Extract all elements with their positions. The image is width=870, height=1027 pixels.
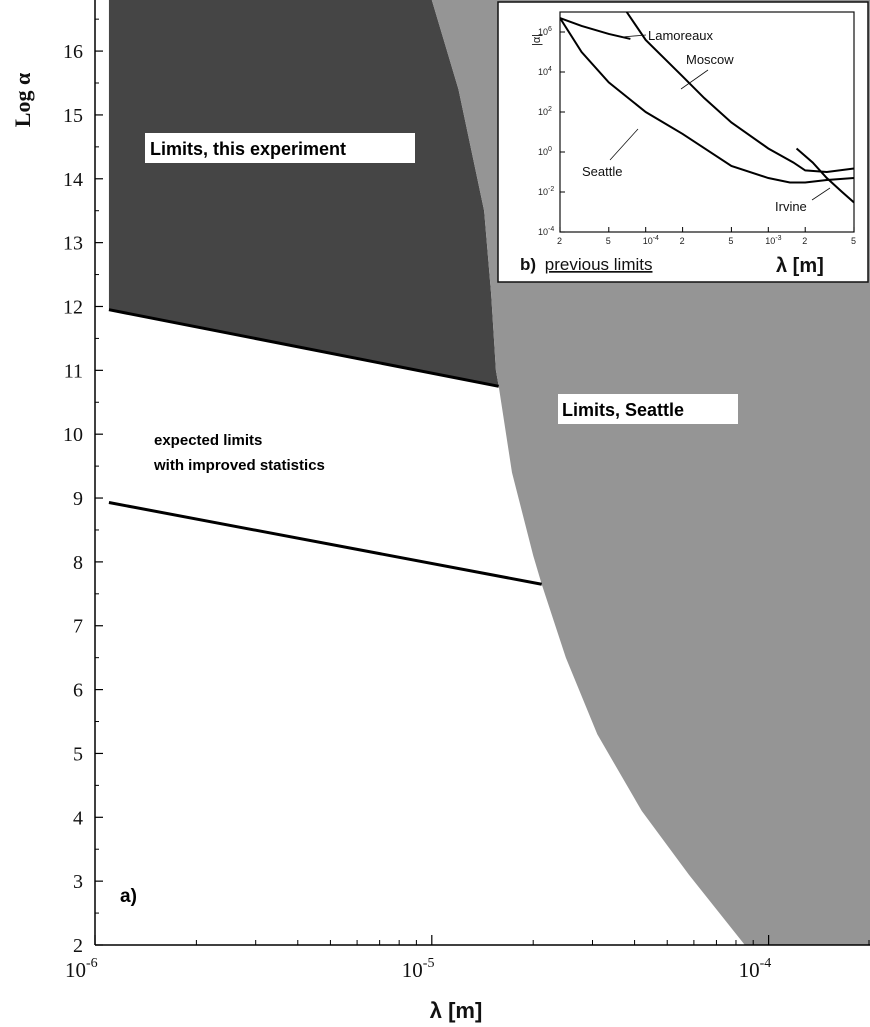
inset-panel-letter: b) <box>520 255 536 274</box>
label-limits-this-experiment-box: Limits, this experiment <box>145 133 415 163</box>
y-tick-label: 5 <box>73 743 83 765</box>
inset-label-irvine: Irvine <box>775 199 807 214</box>
inset-y-tick-label: 106 <box>538 26 552 37</box>
inset-x-tick-label: 2 <box>680 236 685 246</box>
inset-panel-title: previous limits <box>545 255 653 274</box>
inset-x-tick-label: 10-4 <box>643 235 659 246</box>
inset-x-tick-label: 10-3 <box>765 235 781 246</box>
inset-y-tick-label: 104 <box>538 66 552 77</box>
x-tick-label: 10-6 <box>65 956 98 982</box>
y-tick-label: 4 <box>73 807 83 829</box>
inset-y-tick-label: 102 <box>538 106 552 117</box>
main-y-ticks: 2 3 4 5 6 7 8 9 10 11 12 13 14 15 16 <box>63 18 103 957</box>
inset-label-seattle: Seattle <box>582 164 622 179</box>
main-x-label: λ [m] <box>430 998 483 1023</box>
inset-curve-moscow <box>625 12 854 174</box>
inset-x-tick-label: 2 <box>557 236 562 246</box>
y-tick-label: 9 <box>73 488 83 510</box>
inset-x-ticks: 2 5 10-4 2 5 10-3 2 5 <box>557 227 856 246</box>
y-tick-label: 6 <box>73 680 83 702</box>
inset-arrow-lamoreaux <box>621 34 647 38</box>
main-y-label: Log α <box>10 72 35 127</box>
inset-x-tick-label: 5 <box>851 236 856 246</box>
inset-arrow-irvine <box>811 187 831 201</box>
panel-label-a: a) <box>120 886 137 907</box>
inset-y-ticks: 10-4 10-2 100 102 104 106 <box>538 26 565 237</box>
inset-curve-labels: Lamoreaux Moscow Seattle Irvine <box>582 28 831 214</box>
main-x-ticks: 10-6 10-5 10-4 <box>65 935 870 982</box>
annotation-expected-limits-line1: expected limits <box>154 432 262 449</box>
y-tick-label: 12 <box>63 296 83 318</box>
y-tick-label: 3 <box>73 871 83 893</box>
y-tick-label: 11 <box>64 360 83 382</box>
inset-y-tick-label: 10-2 <box>538 186 554 197</box>
inset-plot-frame <box>559 11 855 233</box>
inset-x-label: λ [m] <box>776 255 824 277</box>
inset-arrow-moscow <box>680 69 709 90</box>
inset-curve-irvine <box>795 147 854 204</box>
inset-label-lamoreaux: Lamoreaux <box>648 28 714 43</box>
label-limits-seattle-box: Limits, Seattle <box>558 394 738 424</box>
inset-y-label: |α| <box>531 34 543 46</box>
inset-x-tick-label: 5 <box>606 236 611 246</box>
line-limits-this-experiment <box>108 308 500 388</box>
label-limits-seattle: Limits, Seattle <box>562 400 684 420</box>
inset-y-tick-label: 10-4 <box>538 226 554 237</box>
line-expected-limits <box>108 501 542 586</box>
inset-curve-seattle <box>560 17 854 184</box>
inset-arrow-seattle <box>609 128 639 161</box>
y-tick-label: 2 <box>73 935 83 957</box>
y-tick-label: 8 <box>73 552 83 574</box>
annotation-expected-limits-line2: with improved statistics <box>153 457 325 474</box>
x-tick-label: 10-4 <box>739 956 772 982</box>
inset-x-tick-label: 5 <box>728 236 733 246</box>
y-tick-label: 15 <box>63 105 83 127</box>
main-lines <box>108 308 542 586</box>
y-tick-label: 14 <box>63 169 83 191</box>
x-tick-label: 10-5 <box>402 956 435 982</box>
region-limits-this-experiment <box>108 0 499 387</box>
inset-x-tick-label: 2 <box>802 236 807 246</box>
y-tick-label: 16 <box>63 41 83 63</box>
inset-panel-label: b) previous limits <box>520 255 652 274</box>
inset-label-moscow: Moscow <box>686 52 734 67</box>
inset-y-tick-label: 100 <box>538 146 552 157</box>
y-tick-label: 10 <box>63 424 83 446</box>
y-tick-label: 7 <box>73 616 83 638</box>
inset-curve-lamoreaux <box>560 17 631 40</box>
label-limits-this-experiment: Limits, this experiment <box>150 139 346 159</box>
main-axes <box>94 0 870 946</box>
inset-curves <box>560 12 854 204</box>
y-tick-label: 13 <box>63 233 83 255</box>
